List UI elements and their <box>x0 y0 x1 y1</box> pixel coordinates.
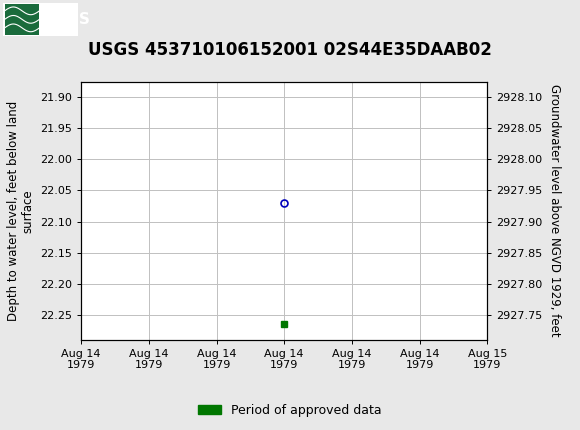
Bar <box>3 3 78 36</box>
Y-axis label: Depth to water level, feet below land
surface: Depth to water level, feet below land su… <box>6 101 35 321</box>
Text: USGS: USGS <box>44 12 90 27</box>
Bar <box>5 4 39 35</box>
Y-axis label: Groundwater level above NGVD 1929, feet: Groundwater level above NGVD 1929, feet <box>548 84 561 337</box>
Text: USGS 453710106152001 02S44E35DAAB02: USGS 453710106152001 02S44E35DAAB02 <box>88 41 492 59</box>
Legend: Period of approved data: Period of approved data <box>194 399 386 421</box>
